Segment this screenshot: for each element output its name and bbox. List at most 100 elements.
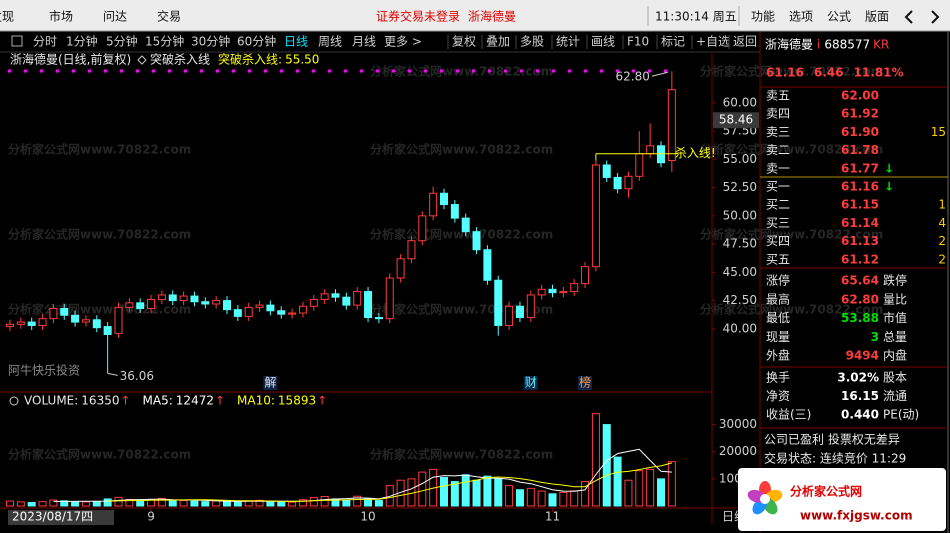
candle-body xyxy=(60,308,69,316)
tool-button[interactable]: 返回 xyxy=(733,35,757,49)
y-tick-label: 20000 xyxy=(719,444,757,458)
tool-button[interactable]: 统计 xyxy=(556,35,580,49)
volume-bar xyxy=(483,475,492,507)
volume-bar xyxy=(624,479,633,507)
finance-label: 股本 xyxy=(883,371,907,385)
volume-bar xyxy=(418,471,427,507)
candle-body xyxy=(374,317,383,320)
watermark: 分析家公式网www.70822.com xyxy=(8,302,191,317)
volume-bar xyxy=(515,489,524,507)
cursor-price: 58.46 xyxy=(719,113,753,127)
stock-flag: i xyxy=(817,38,820,52)
period-button[interactable]: 分时 xyxy=(33,35,57,49)
stat-label: 最高 xyxy=(766,291,790,306)
book-price: 61.78 xyxy=(841,143,879,157)
stat-label: 涨停 xyxy=(766,273,790,288)
company-note: 交易状态: 连续竞价 11:29 xyxy=(764,451,906,466)
volume-bar xyxy=(450,481,459,507)
watermark: 分析家公式网www.70822.com xyxy=(8,447,191,462)
candle-body xyxy=(494,279,503,326)
y-tick-label: 40.00 xyxy=(723,321,757,335)
menu-item: 公式 xyxy=(827,10,851,24)
event-marker[interactable]: 榜 xyxy=(579,375,591,390)
stock-tag: KR xyxy=(873,38,889,52)
period-button[interactable]: 月线 xyxy=(352,35,376,49)
book-label: 卖二 xyxy=(766,143,790,157)
period-button[interactable]: 5分钟 xyxy=(106,34,138,49)
y-tick-label: 50.00 xyxy=(723,208,757,222)
y-tick-label: 55.00 xyxy=(723,152,757,166)
volume-bar xyxy=(103,498,112,507)
x-tick-label: 11 xyxy=(545,510,560,524)
last-price: 61.16 xyxy=(766,66,804,80)
event-marker[interactable]: 解 xyxy=(264,376,276,390)
legend-value: 12472 xyxy=(176,394,214,408)
period-button[interactable]: 60分钟 xyxy=(237,34,276,49)
volume-bar xyxy=(6,500,14,507)
candle-body xyxy=(429,192,438,217)
y-tick-label: 45.00 xyxy=(723,265,757,279)
watermark: 分析家公式网www.70822.com xyxy=(8,142,191,157)
indicator-name: 突破杀入线 xyxy=(150,52,210,67)
watermark: 分析家公式网www.70822.com xyxy=(700,302,883,317)
tool-button[interactable]: 多股 xyxy=(520,35,544,49)
candle-body xyxy=(320,293,329,300)
book-volume: 1 xyxy=(938,198,946,212)
candle-body xyxy=(450,204,459,219)
volume-bar xyxy=(288,501,297,507)
book-volume: 4 xyxy=(938,216,946,230)
finance-label: 流通 xyxy=(883,389,907,403)
nav-back[interactable] xyxy=(904,10,913,24)
period-button[interactable]: 30分钟 xyxy=(191,34,230,49)
candle-body xyxy=(483,249,492,281)
volume-bar xyxy=(309,497,318,507)
tool-button[interactable]: 叠加 xyxy=(486,35,510,49)
period-button[interactable]: 15分钟 xyxy=(145,34,184,49)
volume-bar xyxy=(526,487,535,507)
candle-body xyxy=(624,175,633,190)
legend-name: VOLUME: xyxy=(24,394,78,408)
watermark: 分析家公式网www.70822.com xyxy=(370,142,553,157)
period-button[interactable]: 更多 > xyxy=(384,35,422,49)
candle-body xyxy=(418,215,427,242)
period-button[interactable]: 周线 xyxy=(318,35,342,49)
finance-value: 0.440 xyxy=(841,408,879,422)
period-button[interactable]: 日线 xyxy=(284,35,308,49)
tool-button[interactable]: 复权 xyxy=(452,35,476,49)
event-marker-bg xyxy=(578,376,593,390)
tool-button[interactable]: 画线 xyxy=(591,35,615,49)
book-price: 61.90 xyxy=(841,125,879,139)
volume-bar xyxy=(223,500,231,507)
candle-body xyxy=(255,304,264,308)
tool-button[interactable]: +自选 xyxy=(696,35,730,49)
finance-label: 净资 xyxy=(766,389,790,403)
x-tick-label: 10 xyxy=(360,510,375,524)
book-label: 卖一 xyxy=(766,161,790,175)
company-note: 公司已盈利 投票权无差异 xyxy=(764,432,900,447)
tool-button[interactable]: 标记 xyxy=(661,35,685,49)
candle-body xyxy=(157,294,166,300)
period-button[interactable]: 1分钟 xyxy=(66,34,98,49)
volume-bar xyxy=(179,500,188,507)
event-marker[interactable]: 财 xyxy=(525,376,537,390)
legend-value: 16350 xyxy=(81,394,119,408)
candle-body xyxy=(461,217,470,233)
cursor-price-box xyxy=(713,112,759,129)
candle-body xyxy=(353,291,362,306)
toolbar-icon[interactable] xyxy=(11,35,23,47)
stat-label: 外盘 xyxy=(766,348,790,363)
min-pointer xyxy=(107,372,118,376)
menu-item: 版面 xyxy=(865,10,889,24)
candle-body xyxy=(505,305,514,326)
watermark: 分析家公式网www.70822.com xyxy=(8,227,191,242)
candle-body xyxy=(92,319,101,329)
tool-button[interactable]: F10 xyxy=(627,35,649,49)
cursor-date: 2023/08/17四 xyxy=(12,510,93,524)
candle-body xyxy=(81,319,90,323)
legend-trend: ↑ xyxy=(215,394,225,408)
candle-body xyxy=(342,296,351,306)
volume-bar xyxy=(472,479,481,507)
candle-body xyxy=(309,298,318,307)
nav-forward[interactable] xyxy=(931,10,940,24)
